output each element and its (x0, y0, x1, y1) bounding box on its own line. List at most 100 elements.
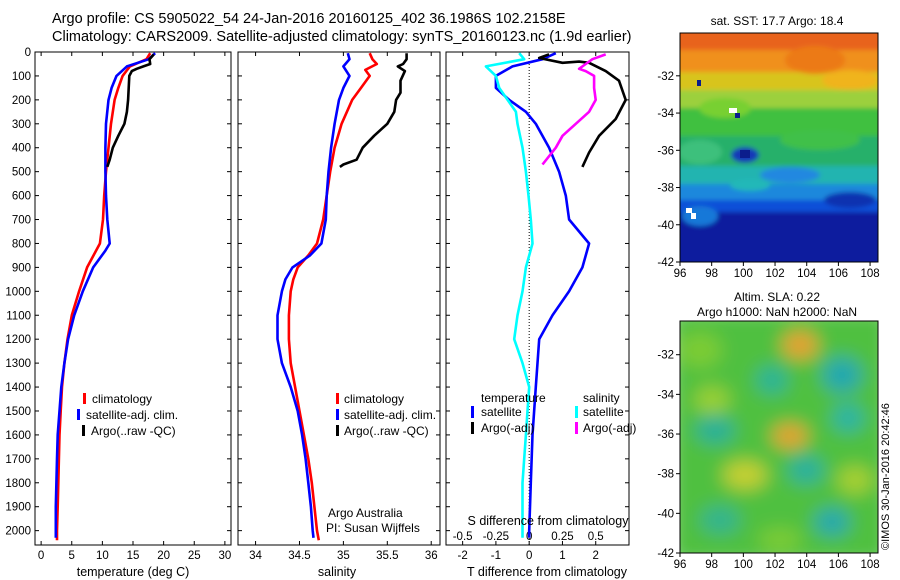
x-tick-label: 36 (425, 550, 438, 562)
longitude-tick-label: 100 (734, 559, 753, 571)
salinity-plot-frame (237, 51, 441, 546)
longitude-tick-label: 96 (674, 559, 687, 571)
latitude-tick-label: -32 (657, 350, 674, 362)
depth-axis-ticks: 0 100 200 300 400 500 600 700 800 900 1000 1100 1200… (5, 47, 231, 538)
sla-field (680, 321, 878, 553)
latitude-tick-label: -42 (657, 548, 674, 560)
x-tick-label: 35 (337, 550, 350, 562)
depth-tick-label: 2000 (5, 526, 31, 538)
depth-tick-label: 1100 (6, 310, 31, 322)
s-diff-tick-label: -0.5 (453, 531, 473, 543)
legend-label-s-satellite: satellite (583, 405, 624, 419)
difference-legend: temperature salinity satellite Argo(-adj… (471, 391, 636, 435)
legend-label-t-argo: Argo(-adj) (481, 421, 534, 435)
x-tick-label: -1 (491, 550, 501, 562)
longitude-tick-label: 96 (674, 268, 687, 280)
series-line-salinity-satellite (484, 52, 534, 538)
salinity-series (276, 52, 408, 541)
legend-label-argo: Argo(..raw -QC) (344, 424, 429, 438)
sst-map-title: sat. SST: 17.7 Argo: 18.4 (711, 14, 844, 28)
temperature-axis-ticks: 0 5 10 15 20 25 30 (38, 52, 231, 562)
longitude-tick-label: 100 (734, 268, 753, 280)
latitude-tick-label: -32 (657, 71, 674, 83)
longitude-tick-label: 108 (860, 268, 879, 280)
x-tick-label: 1 (559, 550, 565, 562)
sst-map-panel: sat. SST: 17.7 Argo: 18.4 (657, 14, 879, 280)
depth-tick-label: 600 (12, 191, 31, 203)
legend-header-salinity: salinity (583, 391, 620, 405)
latitude-tick-label: -42 (657, 257, 674, 269)
imos-credit: ©IMOS 30-Jan-2016 20:42:46 (880, 403, 892, 550)
depth-tick-label: 800 (12, 238, 31, 250)
profile-title: Argo profile: CS 5905022_54 24-Jan-2016 … (52, 11, 566, 27)
depth-tick-label: 100 (12, 71, 31, 83)
depth-tick-label: 700 (12, 215, 31, 227)
s-diff-tick-label: -0.25 (483, 531, 509, 543)
sla-latitude-ticks: -32 -34 -36 -38 -40 -42 (657, 350, 680, 560)
legend-swatch-t-satellite (471, 406, 474, 418)
longitude-tick-label: 102 (765, 559, 784, 571)
institution-annotation: Argo Australia (328, 506, 403, 520)
legend-swatch-s-satellite (575, 406, 578, 418)
sla-map-panel: Altim. SLA: 0.22 Argo h1000: NaN h2000: … (657, 290, 879, 571)
x-tick-label: 30 (218, 550, 231, 562)
depth-tick-label: 900 (12, 262, 31, 274)
salinity-panel: 34 34.5 35 35.5 36 salinity climatology sate… (237, 51, 441, 579)
series-line-salinity-argo-adj (541, 53, 607, 166)
series-line-temperature-satellite (494, 52, 591, 538)
difference-plot-frame (445, 51, 630, 546)
longitude-tick-label: 104 (797, 559, 817, 571)
depth-tick-label: 0 (25, 47, 31, 59)
x-tick-label: 15 (127, 550, 140, 562)
depth-tick-label: 1200 (5, 334, 31, 346)
legend-label-climatology: climatology (344, 392, 404, 406)
s-diff-tick-label: 0.25 (551, 531, 573, 543)
latitude-tick-label: -36 (657, 145, 674, 157)
legend-label-satellite: satellite-adj. clim. (86, 408, 178, 422)
legend-swatch-argo (336, 425, 339, 436)
latitude-tick-label: -38 (657, 183, 674, 195)
x-tick-label: 20 (157, 550, 170, 562)
legend-header-temperature: temperature (481, 391, 546, 405)
x-tick-label: 10 (96, 550, 109, 562)
sla-map-title: Altim. SLA: 0.22 (734, 290, 820, 304)
s-difference-axis-label: S difference from climatology (468, 514, 630, 528)
t-difference-axis-ticks: -2 -1 0 1 2 (458, 52, 599, 562)
salinity-axis-label: salinity (318, 565, 357, 579)
x-tick-label: 34 (249, 550, 262, 562)
longitude-tick-label: 106 (829, 268, 848, 280)
temperature-plot-frame (34, 51, 232, 546)
depth-tick-label: 300 (12, 119, 31, 131)
depth-tick-label: 500 (12, 167, 31, 179)
legend-swatch-t-argo (471, 422, 474, 434)
legend-label-satellite: satellite-adj. clim. (344, 408, 436, 422)
longitude-tick-label: 104 (797, 268, 817, 280)
depth-tick-label: 1700 (5, 454, 31, 466)
legend-label-s-argo: Argo(-adj) (583, 421, 636, 435)
sla-map-subtitle: Argo h1000: NaN h2000: NaN (697, 305, 857, 319)
latitude-tick-label: -40 (657, 508, 674, 520)
temperature-panel: 0100200300400500600700800900100011001200… (5, 47, 232, 579)
depth-tick-label: 1300 (5, 358, 31, 370)
latitude-tick-label: -34 (657, 108, 674, 120)
longitude-tick-label: 102 (765, 268, 784, 280)
sst-field (680, 33, 878, 262)
depth-tick-label: 1500 (5, 406, 31, 418)
x-tick-label: 5 (69, 550, 75, 562)
series-line-argo-raw-qc (339, 53, 408, 168)
difference-panel: -2 -1 0 1 2 -0.5 -0.25 0 0.25 0.5 T difference f… (445, 51, 636, 579)
salinity-legend: climatology satellite-adj. clim. Argo(..… (336, 392, 436, 438)
depth-tick-label: 200 (12, 95, 31, 107)
depth-tick-label: 1900 (5, 502, 31, 514)
legend-swatch-climatology (336, 393, 339, 404)
latitude-tick-label: -40 (657, 220, 674, 232)
x-tick-label: 2 (593, 550, 599, 562)
difference-depth-ticks (446, 51, 629, 532)
series-line-climatology (55, 52, 152, 541)
depth-tick-label: 1800 (5, 478, 31, 490)
longitude-tick-label: 98 (705, 559, 718, 571)
longitude-tick-label: 106 (829, 559, 848, 571)
sst-latitude-ticks: -32 -34 -36 -38 -40 -42 (657, 71, 680, 269)
legend-label-argo: Argo(..raw -QC) (91, 424, 176, 438)
